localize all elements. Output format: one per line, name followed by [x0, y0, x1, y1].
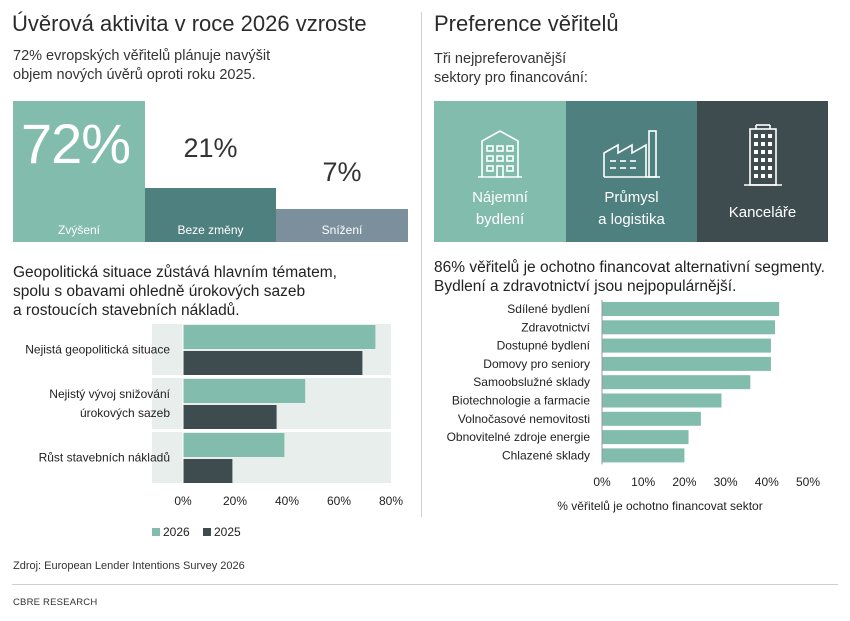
right-subtitle-line-1: Tři nejpreferovanější — [434, 51, 567, 67]
tile-rental-housing-line-1: Nájemní — [472, 189, 528, 206]
office-tower-icon — [743, 124, 782, 186]
tile-industrial-logistics-line-2: a logistika — [598, 211, 665, 228]
sector-label: Volnočasové nemovitosti — [458, 412, 590, 426]
bar-2026 — [183, 433, 285, 457]
block-nochange-label: Beze změny — [177, 223, 244, 237]
x-tick-label: 60% — [327, 494, 351, 508]
block-increase: 72% Zvýšení — [13, 101, 145, 242]
sector-bar — [602, 302, 780, 316]
left-section2-line-3: a rostoucích stavebních nákladů. — [13, 302, 240, 319]
x-tick-label: 0% — [593, 475, 611, 489]
left-subtitle: 72% evropských věřitelů plánuje navýšit … — [13, 47, 270, 85]
left-section2-line-2: spolu s obavami ohledně úrokových sazeb — [13, 283, 306, 300]
tile-rental-housing: Nájemní bydlení — [434, 101, 566, 242]
sector-label: Domovy pro seniory — [483, 357, 590, 371]
bar-2026 — [183, 379, 306, 403]
category-label: Růst stavebních nákladů — [39, 451, 170, 465]
x-tick-label: 10% — [631, 475, 655, 489]
block-decrease-value: 7% — [322, 157, 362, 187]
apartment-building-icon — [478, 130, 522, 178]
factory-icon — [602, 130, 660, 178]
bar-2025 — [183, 405, 277, 429]
x-tick-label: 40% — [755, 475, 779, 489]
tile-industrial-logistics-line-1: Průmysl — [604, 189, 659, 206]
sector-label: Chlazené sklady — [502, 448, 590, 462]
sector-label: Sdílené bydlení — [507, 302, 590, 316]
sector-label: Zdravotnictví — [521, 320, 590, 334]
category-label: Nejistý vývoj snižování — [49, 387, 170, 401]
right-title: Preference věřitelů — [434, 11, 619, 36]
block-increase-value: 72% — [21, 112, 131, 175]
block-nochange-value: 21% — [183, 133, 238, 163]
x-tick-label: 50% — [796, 475, 820, 489]
sector-bar — [602, 338, 771, 353]
x-tick-label: 20% — [223, 494, 247, 508]
x-tick-label: 20% — [672, 475, 696, 489]
bar-2025 — [183, 351, 363, 375]
sector-bar — [602, 375, 751, 390]
sector-bar — [602, 430, 689, 445]
sector-bar — [602, 411, 701, 426]
block-decrease-label: Snížení — [321, 223, 363, 237]
right-section2-text: 86% věřitelů je ochotno financovat alter… — [434, 258, 825, 296]
legend-label: 2025 — [214, 525, 241, 539]
x-tick-label: 30% — [714, 475, 738, 489]
block-nochange: Beze změny — [145, 188, 276, 242]
sector-label: Obnovitelné zdroje energie — [447, 430, 591, 444]
tile-industrial-logistics: Průmysl a logistika — [566, 101, 697, 242]
tile-offices-label: Kanceláře — [697, 202, 828, 224]
left-subtitle-line-1: 72% evropských věřitelů plánuje navýšit — [13, 48, 271, 64]
source-note: Zdroj: European Lender Intentions Survey… — [13, 560, 245, 572]
sectors-chart: Sdílené bydlení Zdravotnictví Dostupné byd… — [447, 300, 820, 513]
block-decrease: Snížení — [276, 209, 408, 242]
tile-rental-housing-label: Nájemní bydlení — [434, 187, 566, 231]
left-subtitle-line-2: objem nových úvěrů oproti roku 2025. — [13, 67, 256, 83]
right-subtitle: Tři nejpreferovanější sektory pro financ… — [434, 50, 588, 88]
brand-label: CBRE RESEARCH — [13, 597, 98, 608]
x-tick-label: 40% — [275, 494, 299, 508]
bar-2026 — [183, 325, 376, 349]
right-section2-line-1: 86% věřitelů je ochotno financovat alter… — [434, 259, 825, 276]
sector-label: Samoobslužné sklady — [473, 375, 590, 389]
sector-label: Biotechnologie a farmacie — [452, 394, 590, 408]
left-title: Úvěrová aktivita v roce 2026 vzroste — [12, 11, 367, 36]
sector-bar — [602, 320, 776, 335]
x-axis-label: % věřitelů je ochotno financovat sektor — [557, 499, 762, 513]
tile-offices: Kanceláře — [697, 101, 828, 242]
sector-bar — [602, 448, 685, 463]
category-label: Nejistá geopolitická situace — [25, 343, 170, 357]
tile-offices-line-1: Kanceláře — [728, 204, 797, 221]
sector-bar — [602, 393, 722, 408]
legend-label: 2026 — [163, 525, 190, 539]
x-tick-label: 0% — [174, 494, 192, 508]
right-subtitle-line-2: sektory pro financování: — [434, 70, 588, 86]
legend-swatch — [152, 528, 160, 536]
block-increase-label: Zvýšení — [57, 223, 100, 237]
right-section2-line-2: Bydlení a zdravotnictví jsou nejpopulárn… — [434, 278, 737, 295]
bar-2025 — [183, 459, 233, 483]
x-tick-label: 80% — [379, 494, 403, 508]
left-section2-text: Geopolitická situace zůstává hlavním tém… — [13, 263, 337, 320]
left-section2-line-1: Geopolitická situace zůstává hlavním tém… — [13, 264, 337, 281]
column-divider — [421, 12, 422, 517]
sector-label: Dostupné bydlení — [497, 339, 591, 353]
footer-divider — [12, 584, 838, 585]
tile-rental-housing-line-2: bydlení — [475, 211, 525, 228]
concerns-chart: Nejistá geopolitická situace Nejistý vývo… — [25, 324, 403, 539]
sector-bar — [602, 356, 771, 371]
tile-industrial-logistics-label: Průmysl a logistika — [566, 187, 697, 231]
legend-swatch — [203, 528, 211, 536]
category-label: úrokových sazeb — [80, 406, 170, 420]
